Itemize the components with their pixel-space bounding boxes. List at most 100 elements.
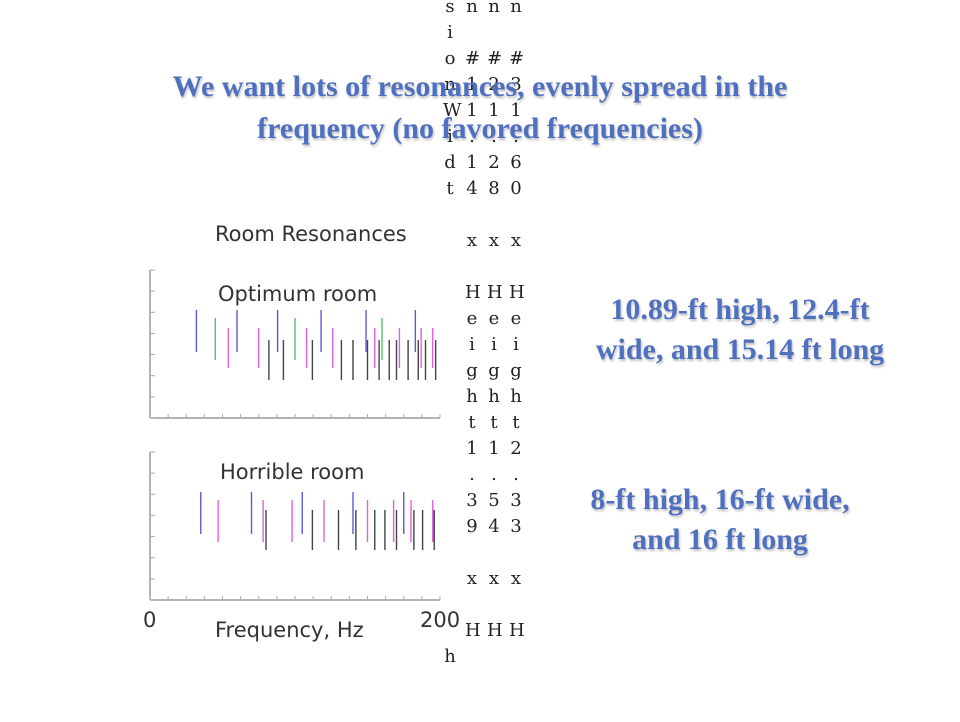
column-1-char: 3	[466, 490, 478, 511]
column-2-char: 1	[488, 100, 500, 121]
column-3-char: 3	[510, 490, 522, 511]
column-0-char: i	[447, 126, 453, 147]
column-0-char: t	[446, 178, 454, 199]
column-3-char: n	[510, 0, 522, 17]
column-0-char	[443, 436, 457, 462]
column-1-char: e	[466, 308, 478, 329]
optimum-room-dimensions: 10.89-ft high, 12.4-ft wide, and 15.14 f…	[560, 290, 920, 370]
column-2-char: t	[490, 412, 498, 433]
column-1-char: t	[468, 412, 476, 433]
column-3-char	[509, 202, 523, 228]
column-3-char: 0	[510, 178, 522, 199]
column-3-char: g	[510, 360, 522, 381]
column-3-char: h	[510, 386, 522, 407]
column-2-char: x	[488, 568, 500, 589]
column-1-char: n	[466, 0, 478, 17]
horrible-line-2: and 16 ft long	[632, 523, 808, 556]
column-1-char	[465, 254, 479, 280]
column-0-char	[443, 670, 457, 696]
column-0-char	[443, 488, 457, 514]
column-2-char: x	[488, 230, 500, 251]
column-0-char: d	[444, 152, 456, 173]
column-2-char: 1	[488, 438, 500, 459]
column-0-char	[443, 566, 457, 592]
panel-horrible-label: Horrible room	[220, 460, 365, 484]
optimum-resonance-lines	[195, 310, 437, 380]
column-2-char	[487, 592, 501, 618]
column-1-char: 1	[466, 100, 478, 121]
column-0-char	[443, 514, 457, 540]
column-1-char: h	[466, 386, 478, 407]
column-0-char: i	[447, 22, 453, 43]
horrible-room-dimensions: 8-ft high, 16-ft wide, and 16 ft long	[520, 480, 920, 560]
column-3-char: 3	[510, 74, 522, 95]
optimum-line-1: 10.89-ft high, 12.4-ft	[610, 293, 870, 326]
column-2-char	[487, 20, 501, 46]
axis-ticks	[149, 269, 441, 601]
column-2-char: i	[491, 334, 497, 355]
column-1-char: H	[465, 282, 481, 303]
column-3-char: #	[509, 48, 525, 69]
column-2-char: #	[487, 48, 503, 69]
column-2-char	[487, 540, 501, 566]
column-0-char	[443, 280, 457, 306]
column-3-char: 2	[510, 438, 522, 459]
slide-title-line1: We want lots of resonances, evenly sprea…	[172, 70, 788, 103]
figure-heading: Room Resonances	[215, 222, 407, 246]
column-2-char: 2	[488, 74, 500, 95]
column-2-char: 4	[488, 516, 500, 537]
column-2-char: 5	[488, 490, 500, 511]
column-0-char	[443, 618, 457, 644]
column-2-char: .	[491, 464, 497, 485]
column-1-char: #	[465, 48, 481, 69]
x-min-label: 0	[143, 608, 157, 632]
column-3-char: t	[512, 412, 520, 433]
column-1-char: 4	[466, 178, 478, 199]
column-0-char: W	[443, 100, 462, 121]
column-3-char: x	[510, 230, 522, 251]
column-0-char	[443, 384, 457, 410]
column-1-char: x	[466, 568, 478, 589]
column-0-char	[443, 358, 457, 384]
column-0-char	[443, 540, 457, 566]
slide-title-line2: frequency (no favored frequencies)	[257, 112, 703, 145]
column-3-char: e	[510, 308, 522, 329]
column-2-char: n	[488, 0, 500, 17]
column-1-char: 1	[466, 438, 478, 459]
column-3-char: .	[513, 464, 519, 485]
column-1-char: x	[466, 230, 478, 251]
column-2-char: 8	[488, 178, 500, 199]
column-0-char	[443, 592, 457, 618]
column-3-char: H	[509, 282, 525, 303]
column-3-char: 3	[510, 516, 522, 537]
column-3-char	[509, 20, 523, 46]
column-2-char	[487, 254, 501, 280]
column-3-char	[509, 592, 523, 618]
column-3-char: x	[510, 568, 522, 589]
column-1-char: H	[465, 620, 481, 641]
column-2-char: e	[488, 308, 500, 329]
column-0-char	[443, 462, 457, 488]
column-1-char: 1	[466, 152, 478, 173]
column-3-char	[509, 254, 523, 280]
column-0-char	[443, 202, 457, 228]
column-0-char	[443, 228, 457, 254]
optimum-line-2: wide, and 15.14 ft long	[595, 333, 885, 366]
column-1-char	[465, 202, 479, 228]
column-2-char: g	[488, 360, 500, 381]
column-0-char	[443, 332, 457, 358]
column-3-char: .	[513, 126, 519, 147]
horrible-line-1: 8-ft high, 16-ft wide,	[590, 483, 850, 516]
column-0-char: s	[445, 0, 455, 17]
column-2-char	[487, 202, 501, 228]
column-1-char	[465, 540, 479, 566]
column-3-char: 1	[510, 100, 522, 121]
column-1-char: i	[469, 334, 475, 355]
column-0-char: n	[444, 74, 456, 95]
column-1-char: .	[469, 464, 475, 485]
